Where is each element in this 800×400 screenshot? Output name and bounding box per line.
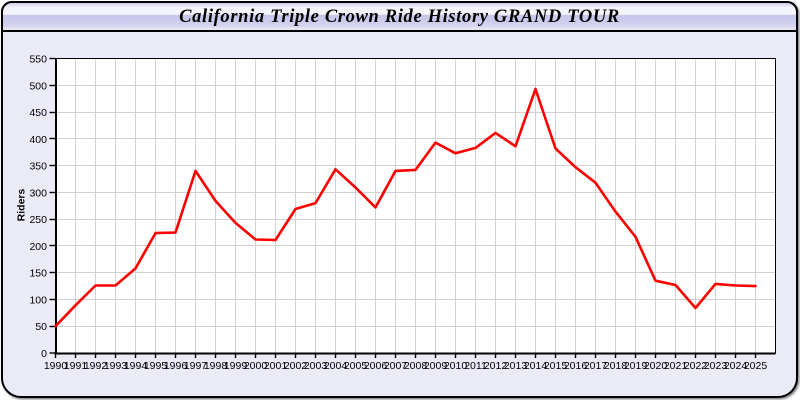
svg-text:2003: 2003 — [304, 360, 328, 372]
svg-text:150: 150 — [29, 268, 47, 280]
svg-text:350: 350 — [29, 161, 47, 173]
svg-text:2025: 2025 — [744, 360, 768, 372]
svg-text:2000: 2000 — [244, 360, 268, 372]
svg-text:450: 450 — [29, 107, 47, 119]
svg-text:2014: 2014 — [524, 360, 548, 372]
svg-text:2024: 2024 — [724, 360, 748, 372]
svg-text:400: 400 — [29, 134, 47, 146]
svg-text:550: 550 — [29, 54, 47, 66]
svg-text:2001: 2001 — [264, 360, 288, 372]
svg-text:2012: 2012 — [484, 360, 508, 372]
svg-text:2010: 2010 — [444, 360, 468, 372]
svg-text:2015: 2015 — [544, 360, 568, 372]
svg-text:2018: 2018 — [604, 360, 628, 372]
svg-text:1993: 1993 — [104, 360, 128, 372]
svg-text:2020: 2020 — [644, 360, 668, 372]
svg-text:1991: 1991 — [64, 360, 88, 372]
svg-text:2017: 2017 — [584, 360, 608, 372]
svg-text:2011: 2011 — [464, 360, 487, 372]
svg-text:1992: 1992 — [84, 360, 108, 372]
svg-text:100: 100 — [29, 295, 47, 307]
svg-text:1998: 1998 — [204, 360, 228, 372]
svg-text:2006: 2006 — [364, 360, 388, 372]
svg-text:50: 50 — [35, 321, 47, 333]
svg-text:1997: 1997 — [184, 360, 208, 372]
svg-text:2005: 2005 — [344, 360, 368, 372]
svg-text:2016: 2016 — [564, 360, 588, 372]
svg-text:2021: 2021 — [664, 360, 688, 372]
svg-text:2004: 2004 — [324, 360, 348, 372]
svg-text:2009: 2009 — [424, 360, 448, 372]
svg-text:1994: 1994 — [124, 360, 148, 372]
svg-text:200: 200 — [29, 241, 47, 253]
svg-text:1990: 1990 — [44, 360, 68, 372]
svg-text:0: 0 — [41, 348, 47, 360]
svg-text:Riders: Riders — [16, 189, 28, 222]
svg-text:300: 300 — [29, 187, 47, 199]
svg-text:2002: 2002 — [284, 360, 308, 372]
svg-text:1995: 1995 — [144, 360, 168, 372]
svg-text:2023: 2023 — [704, 360, 728, 372]
svg-text:1996: 1996 — [164, 360, 188, 372]
svg-text:250: 250 — [29, 214, 47, 226]
svg-text:2008: 2008 — [404, 360, 428, 372]
svg-text:2022: 2022 — [684, 360, 708, 372]
svg-text:2019: 2019 — [624, 360, 648, 372]
svg-text:500: 500 — [29, 80, 47, 92]
svg-text:1999: 1999 — [224, 360, 248, 372]
svg-text:2013: 2013 — [504, 360, 528, 372]
svg-text:2007: 2007 — [384, 360, 408, 372]
